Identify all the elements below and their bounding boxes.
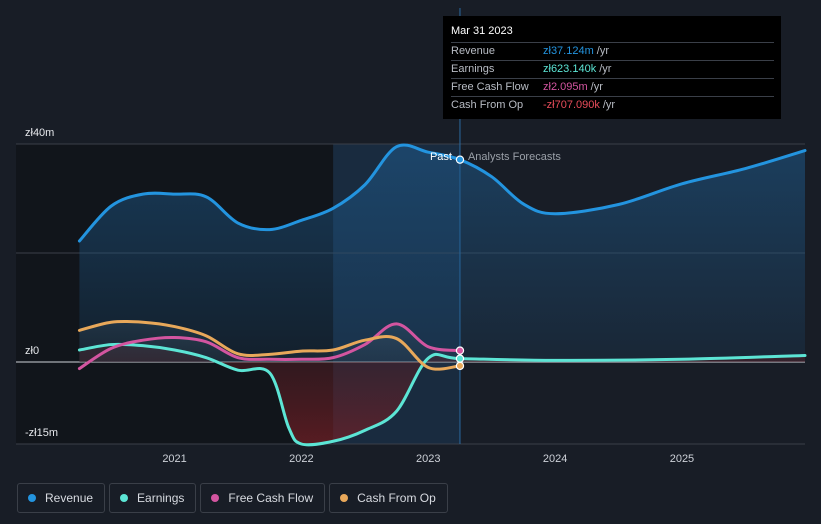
legend-dot-icon: [340, 494, 349, 502]
legend-label: Earnings: [137, 491, 185, 505]
series-line-revenue: [77, 143, 807, 243]
series-marker-free-cash-flow: [455, 346, 465, 355]
tooltip-label: Cash From Op: [451, 99, 524, 111]
legend-item-earnings[interactable]: Earnings: [109, 483, 197, 513]
tooltip-unit: /yr: [596, 45, 609, 57]
tooltip-value: zł37.124m: [543, 45, 594, 57]
series-marker-cash-from-op: [455, 361, 465, 371]
tooltip-label: Free Cash Flow: [451, 81, 529, 93]
series-line-cash-from-op: [77, 319, 462, 371]
tooltip-label: Revenue: [451, 45, 496, 57]
tooltip-value: zł2.095m: [543, 81, 588, 93]
forecast-label: Analysts Forecasts: [468, 151, 561, 163]
y-tick-label: zł40m: [25, 127, 54, 139]
legend-dot-icon: [28, 494, 36, 502]
x-tick-label: 2022: [289, 453, 313, 465]
legend-label: Cash From Op: [357, 491, 436, 505]
tooltip-row-revenue: Revenue zł37.124m /yr: [451, 42, 774, 60]
tooltip-date: Mar 31 2023: [451, 25, 513, 37]
tooltip-unit: /yr: [599, 63, 612, 75]
legend-label: Revenue: [45, 491, 94, 505]
legend-item-cash-from-op[interactable]: Cash From Op: [329, 483, 448, 513]
x-tick-label: 2025: [670, 453, 694, 465]
y-tick-label: -zł15m: [25, 427, 58, 439]
tooltip: Mar 31 2023 Revenue zł37.124m /yr Earnin…: [443, 16, 781, 119]
legend: Revenue Earnings Free Cash Flow Cash Fro…: [17, 483, 452, 513]
tooltip-value: -zł707.090k: [543, 99, 600, 111]
tooltip-row-cash-from-op: Cash From Op -zł707.090k /yr: [451, 96, 774, 114]
tooltip-row-free-cash-flow: Free Cash Flow zł2.095m /yr: [451, 78, 774, 96]
series-area-revenue: [79, 144, 805, 362]
x-tick-label: 2024: [543, 453, 567, 465]
series-marker-revenue: [455, 155, 465, 164]
x-tick-label: 2023: [416, 453, 440, 465]
legend-item-revenue[interactable]: Revenue: [17, 483, 106, 513]
legend-label: Free Cash Flow: [228, 491, 314, 505]
legend-dot-icon: [120, 494, 129, 502]
tooltip-value: zł623.140k: [543, 63, 597, 75]
series-line-earnings: [77, 342, 807, 447]
tooltip-unit: /yr: [590, 81, 603, 93]
x-tick-label: 2021: [162, 453, 186, 465]
tooltip-row-earnings: Earnings zł623.140k /yr: [451, 60, 774, 78]
series-marker-earnings: [455, 354, 465, 363]
past-label: Past: [430, 151, 452, 163]
series-line-free-cash-flow: [77, 322, 462, 371]
tooltip-label: Earnings: [451, 63, 495, 75]
y-tick-label: zł0: [25, 345, 39, 357]
legend-item-free-cash-flow[interactable]: Free Cash Flow: [200, 483, 326, 513]
series-area-cash-from-op: [79, 321, 460, 370]
tooltip-unit: /yr: [602, 99, 616, 111]
legend-dot-icon: [211, 494, 220, 502]
